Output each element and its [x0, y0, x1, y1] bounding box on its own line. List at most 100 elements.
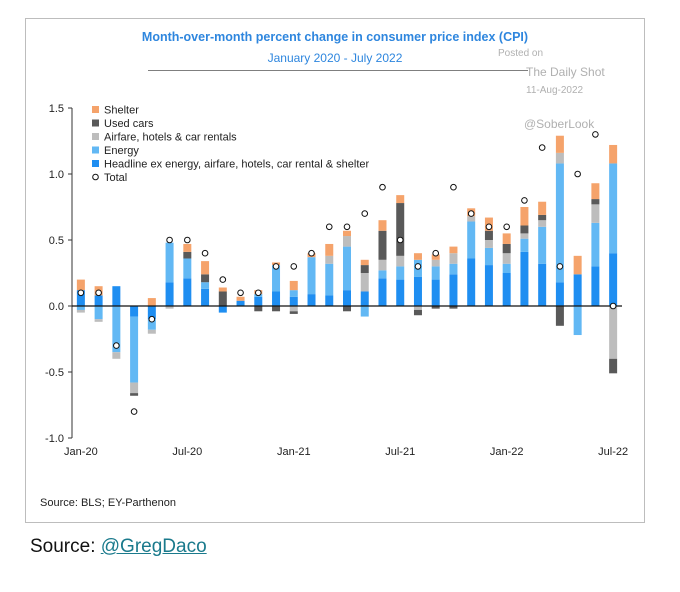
y-tick-label: -0.5 [45, 367, 64, 379]
bar-segment [201, 282, 210, 289]
bar-segment [112, 306, 121, 353]
bar-segment [76, 309, 85, 313]
total-marker [237, 289, 244, 297]
total-marker [574, 170, 581, 178]
bar-segment [431, 266, 440, 280]
total-marker [130, 408, 138, 415]
credit-prefix: Source: [30, 536, 101, 557]
bar-segment [413, 253, 422, 260]
bar-segment [591, 222, 600, 267]
total-marker [95, 289, 102, 297]
bar-segment [396, 195, 405, 204]
bar-segment [609, 306, 618, 359]
y-tick-label: 1.5 [49, 103, 64, 115]
total-marker [432, 249, 440, 257]
bar-segment [289, 306, 298, 312]
bar-segment [591, 266, 600, 306]
bar-segment [378, 230, 387, 260]
bar-segment [272, 306, 281, 312]
legend-swatch [92, 119, 99, 127]
total-marker [308, 249, 315, 257]
total-marker [556, 263, 564, 270]
total-marker [521, 197, 528, 204]
bar-segment [449, 246, 458, 254]
bar-segment [112, 286, 121, 306]
credit-handle-link[interactable]: @GregDaco [100, 536, 207, 557]
bar-segment [201, 274, 210, 283]
bar-segment [484, 247, 493, 266]
chart-source-note: Source: BLS; EY-Parthenon [40, 497, 176, 509]
bar-segment [538, 220, 547, 227]
bar-segment [591, 204, 600, 223]
bar-segment [573, 306, 582, 336]
bar-segment [520, 233, 529, 239]
bar-segment [343, 236, 351, 247]
bar-segment [502, 233, 511, 244]
bar-segment [431, 254, 440, 260]
bar-segment [183, 251, 192, 259]
bar-segment [94, 295, 103, 306]
legend-label: Total [104, 172, 127, 184]
bar-segment [449, 274, 458, 306]
bar-segment [555, 306, 564, 326]
bar-segment [538, 201, 547, 215]
bar-segment [343, 306, 351, 312]
bar-segment [218, 306, 227, 313]
bar-segment [289, 296, 298, 306]
x-tick-label: Jul-20 [172, 446, 202, 458]
bar-segment [112, 352, 121, 359]
x-tick-label: Jul-22 [598, 446, 628, 458]
bar-segment [449, 306, 458, 309]
bar-segment [165, 306, 174, 309]
bar-segment [130, 316, 139, 383]
chart-title: Month-over-month percent change in consu… [141, 30, 529, 44]
title-divider [148, 70, 528, 71]
bar-segment [591, 199, 600, 205]
bar-segment [130, 306, 139, 317]
x-tick-label: Jan-22 [490, 446, 524, 458]
total-marker [414, 263, 422, 270]
legend-swatch [92, 160, 99, 167]
bar-segment [76, 279, 85, 291]
legend-label: Headline ex energy, airfare, hotels, car… [104, 159, 369, 171]
bar-segment [396, 255, 405, 267]
bar-segment [183, 258, 192, 279]
total-marker [343, 223, 351, 231]
total-marker [396, 236, 404, 244]
legend-label: Energy [104, 145, 139, 157]
bar-segment [76, 306, 85, 310]
bar-segment [609, 253, 618, 306]
bar-segment [538, 226, 547, 264]
bar-segment [538, 263, 547, 306]
total-marker [503, 223, 510, 231]
bar-segment [360, 265, 369, 273]
y-tick-label: -1.0 [45, 433, 64, 445]
watermark-source: The Daily Shot [526, 65, 605, 79]
watermark-date: 11-Aug-2022 [526, 85, 584, 96]
bar-segment [413, 276, 422, 306]
bar-segment [502, 263, 511, 273]
x-tick-label: Jan-21 [277, 446, 311, 458]
bar-segment [360, 273, 369, 292]
bar-segment [396, 266, 405, 280]
bar-segment [396, 203, 405, 256]
total-marker [361, 210, 369, 217]
bar-segment [94, 306, 103, 320]
legend-swatch [92, 106, 99, 113]
bar-segment [165, 282, 174, 306]
bar-segment [502, 273, 511, 306]
bar-segment [520, 225, 529, 234]
bar-segment [413, 309, 422, 316]
bar-segment [201, 261, 210, 275]
bar-segment [289, 311, 298, 314]
total-marker [272, 263, 280, 270]
bar-segment [325, 263, 334, 296]
bar-segment [289, 290, 298, 297]
bar-segment [236, 300, 245, 306]
bar-segment [591, 183, 600, 200]
bar-segment [147, 329, 156, 334]
bar-segment [378, 270, 387, 279]
chart-subtitle: January 2020 - July 2022 [267, 51, 403, 65]
total-marker [77, 289, 85, 297]
